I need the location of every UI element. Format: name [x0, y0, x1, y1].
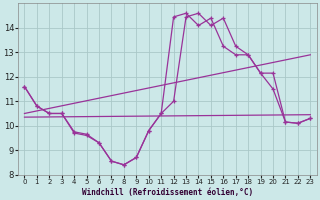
X-axis label: Windchill (Refroidissement éolien,°C): Windchill (Refroidissement éolien,°C) — [82, 188, 253, 197]
